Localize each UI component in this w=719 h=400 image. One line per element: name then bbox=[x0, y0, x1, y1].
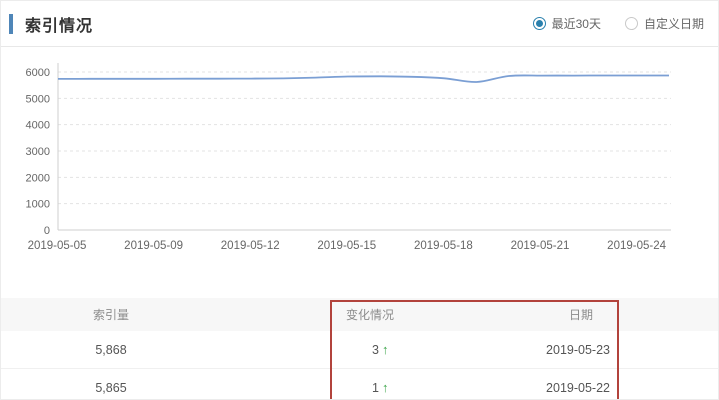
index-trend-chart[interactable]: 0 1000 2000 3000 4000 5000 6000 2019-05-05 2019-… bbox=[1, 46, 719, 266]
cell-index-count: 5,868 bbox=[95, 342, 127, 357]
col-header-change: 变化情况 bbox=[346, 308, 395, 322]
cell-change: 3 ↑ bbox=[331, 342, 481, 357]
date-range-selector: 最近30天 自定义日期 bbox=[532, 15, 704, 32]
index-table: 索引量 变化情况 日期 5,868 3 ↑ 2019-05-23 5,865 1 ↑… bbox=[1, 298, 718, 399]
x-tick-label: 2019-05-24 bbox=[607, 240, 666, 252]
y-tick-label: 0 bbox=[44, 225, 50, 237]
cell-date: 2019-05-23 bbox=[546, 342, 610, 357]
change-value: 1 bbox=[372, 381, 379, 395]
x-tick-label: 2019-05-12 bbox=[221, 240, 280, 252]
y-tick-label: 1000 bbox=[26, 199, 50, 211]
col-header-date: 日期 bbox=[568, 308, 593, 322]
cell-index-count: 5,865 bbox=[95, 380, 127, 395]
up-arrow-icon: ↑ bbox=[381, 342, 389, 357]
radio-unselected-icon[interactable] bbox=[624, 17, 638, 30]
radio-selected-icon[interactable] bbox=[532, 17, 546, 30]
page-title: 索引情况 bbox=[25, 17, 94, 35]
radio-last-30-days[interactable]: 最近30天 bbox=[532, 15, 601, 32]
x-tick-label: 2019-05-15 bbox=[317, 240, 376, 252]
chart-canvas[interactable]: 0 1000 2000 3000 4000 5000 6000 2019-05-05 2019-… bbox=[1, 46, 719, 266]
x-tick-label: 2019-05-09 bbox=[124, 240, 183, 252]
trend-line[interactable] bbox=[57, 74, 669, 83]
title-accent-bar bbox=[9, 13, 13, 34]
y-tick-label: 2000 bbox=[26, 172, 50, 184]
cell-change: 1 ↑ bbox=[331, 380, 481, 395]
cell-date: 2019-05-22 bbox=[546, 380, 610, 395]
radio-custom-date-label: 自定义日期 bbox=[643, 17, 704, 31]
table-header-row: 索引量 变化情况 日期 bbox=[1, 298, 718, 331]
y-tick-label: 3000 bbox=[26, 146, 50, 158]
y-tick-label: 6000 bbox=[26, 67, 50, 79]
radio-custom-date[interactable]: 自定义日期 bbox=[624, 15, 704, 32]
x-tick-label: 2019-05-21 bbox=[511, 240, 570, 252]
change-value: 3 bbox=[372, 343, 379, 357]
panel-header: 索引情况 最近30天 自定义日期 bbox=[1, 1, 718, 47]
col-header-index: 索引量 bbox=[92, 308, 129, 322]
x-tick-label: 2019-05-05 bbox=[28, 240, 87, 252]
table-row: 5,868 3 ↑ 2019-05-23 bbox=[1, 331, 718, 369]
x-tick-label: 2019-05-18 bbox=[414, 240, 473, 252]
y-tick-label: 4000 bbox=[26, 120, 50, 132]
up-arrow-icon: ↑ bbox=[381, 380, 389, 395]
y-tick-label: 5000 bbox=[26, 93, 50, 105]
table-row: 5,865 1 ↑ 2019-05-22 bbox=[1, 369, 718, 399]
radio-last-30-days-label: 最近30天 bbox=[551, 17, 601, 31]
